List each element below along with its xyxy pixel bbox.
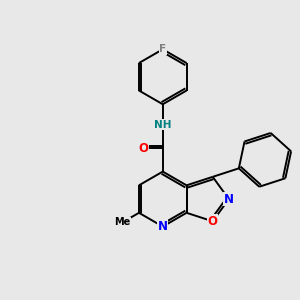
Text: O: O bbox=[208, 215, 218, 228]
Text: F: F bbox=[159, 44, 166, 54]
Text: O: O bbox=[139, 142, 148, 155]
Text: N: N bbox=[224, 193, 234, 206]
Text: NH: NH bbox=[154, 120, 172, 130]
Text: N: N bbox=[158, 220, 168, 233]
Text: Me: Me bbox=[114, 218, 130, 227]
